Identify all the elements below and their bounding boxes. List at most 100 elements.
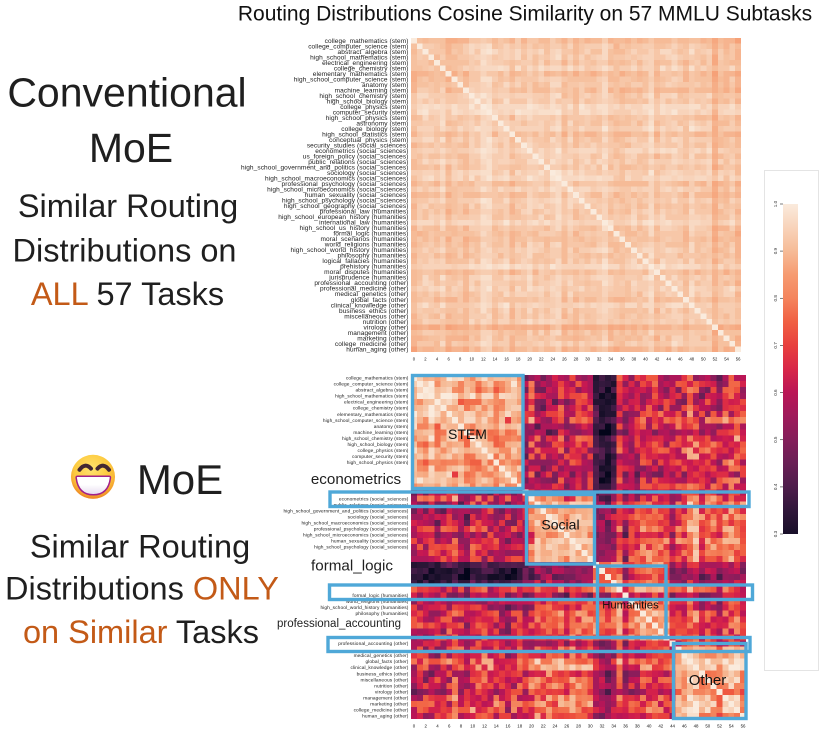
svg-text:30: 30 [588,724,593,729]
svg-text:philosophy (humanities): philosophy (humanities) [338,253,409,260]
svg-text:professional_law (humanities): professional_law (humanities) [320,209,409,216]
svg-text:professional_medicine (other): professional_medicine (other) [320,286,409,293]
svg-text:business_ethics (other): business_ethics (other) [357,671,409,677]
svg-text:econometrics: econometrics [311,471,402,488]
svg-text:high_school_microeconomics (so: high_school_microeconomics (social_scien… [267,187,408,194]
svg-text:professional_psychology (socia: professional_psychology (social_sciences… [282,181,409,188]
svg-text:18: 18 [517,724,522,729]
svg-text:high_school_computer_science (: high_school_computer_science (stem) [294,76,409,83]
svg-text:global_facts (other): global_facts (other) [365,659,408,665]
svg-text:26: 26 [562,357,567,362]
svg-text:econometrics (social_sciences): econometrics (social_sciences) [315,148,408,155]
svg-text:elementary_mathematics (stem): elementary_mathematics (stem) [313,71,409,78]
svg-text:international_law (humanities): international_law (humanities) [319,220,408,227]
svg-text:nutrition (other): nutrition (other) [363,319,409,326]
svg-text:philosophy (humanities): philosophy (humanities) [356,611,409,617]
svg-text:32: 32 [597,357,602,362]
svg-text:38: 38 [632,357,637,362]
svg-text:high_school_chemistry (stem): high_school_chemistry (stem) [342,436,409,442]
svg-text:college_physics (stem): college_physics (stem) [358,448,409,454]
svg-text:college_chemistry (stem): college_chemistry (stem) [334,65,409,72]
svg-text:Distributions on: Distributions on [13,233,237,269]
svg-text:MoE: MoE [137,456,223,503]
svg-text:sociology (social_sciences): sociology (social_sciences) [348,514,409,520]
svg-text:security_studies (social_scien: security_studies (social_sciences) [307,143,409,150]
svg-text:high_school_chemistry (stem): high_school_chemistry (stem) [319,93,408,100]
svg-text:business_ethics (other): business_ethics (other) [339,308,409,315]
svg-text:44: 44 [670,724,675,729]
svg-text:12: 12 [482,724,487,729]
svg-text:0.5: 0.5 [773,436,778,443]
svg-text:formal_logic: formal_logic [311,558,393,575]
svg-text:on Similar Tasks: on Similar Tasks [23,614,259,650]
svg-text:medical_genetics (other): medical_genetics (other) [335,291,409,298]
svg-text:college_mathematics (stem): college_mathematics (stem) [325,38,409,45]
svg-text:52: 52 [713,357,718,362]
svg-text:machine_learning (stem): machine_learning (stem) [353,430,408,436]
svg-text:4: 4 [436,357,439,362]
svg-text:high_school_government_and_pol: high_school_government_and_politics (soc… [283,508,408,514]
svg-text:moral_disputes (humanities): moral_disputes (humanities) [324,269,408,276]
svg-text:high_school_macroeconomics (so: high_school_macroeconomics (social_scien… [265,176,409,183]
svg-text:48: 48 [689,357,694,362]
svg-text:0.7: 0.7 [773,342,778,349]
svg-text:elementary_mathematics (stem): elementary_mathematics (stem) [337,412,409,418]
svg-text:34: 34 [608,357,613,362]
svg-text:Humanities: Humanities [602,600,659,612]
svg-text:abstract_algebra (stem): abstract_algebra (stem) [338,49,409,56]
svg-text:30: 30 [585,357,590,362]
svg-text:54: 54 [724,357,729,362]
svg-text:Social: Social [541,517,579,533]
svg-text:0.8: 0.8 [773,295,778,302]
svg-text:2: 2 [424,724,427,729]
svg-text:high_school_physics (stem): high_school_physics (stem) [326,115,409,122]
svg-text:24: 24 [553,724,558,729]
svg-text:high_school_european_history (: high_school_european_history (humanities… [278,214,408,221]
svg-text:virology (other): virology (other) [364,324,409,331]
svg-text:anatomy (stem): anatomy (stem) [374,424,409,430]
svg-text:global_facts (other): global_facts (other) [351,297,409,304]
svg-text:prehistory (humanities): prehistory (humanities) [340,264,408,271]
svg-text:0: 0 [413,724,416,729]
svg-text:48: 48 [694,724,699,729]
svg-text:marketing (other): marketing (other) [357,335,408,342]
svg-text:formal_logic (humanities): formal_logic (humanities) [333,231,408,238]
svg-text:high_school_psychology (social: high_school_psychology (social_sciences) [314,545,409,551]
svg-text:computer_security (stem): computer_security (stem) [333,109,409,116]
svg-text:4: 4 [436,724,439,729]
svg-text:high_school_macroeconomics (so: high_school_macroeconomics (social_scien… [301,520,408,526]
svg-text:40: 40 [647,724,652,729]
svg-text:logical_fallacies (humanities): logical_fallacies (humanities) [322,258,408,265]
svg-text:0.4: 0.4 [773,483,778,490]
svg-text:high_school_microeconomics (so: high_school_microeconomics (social_scien… [303,532,409,538]
svg-text:0.3: 0.3 [773,530,778,537]
svg-text:marketing (other): marketing (other) [370,701,409,707]
svg-text:college_physics (stem): college_physics (stem) [340,104,408,111]
svg-text:ALL 57 Tasks: ALL 57 Tasks [31,276,224,312]
svg-text:16: 16 [504,357,509,362]
svg-text:clinical_knowledge (other): clinical_knowledge (other) [350,665,408,671]
svg-text:management (other): management (other) [363,695,409,701]
svg-text:high_school_mathematics (stem): high_school_mathematics (stem) [310,54,408,61]
svg-text:MoE: MoE [89,125,173,171]
svg-text:world_religions (humanities): world_religions (humanities) [346,599,409,605]
svg-text:moral_scenarios (humanities): moral_scenarios (humanities) [320,236,408,243]
svg-text:computer_security (stem): computer_security (stem) [352,454,409,460]
svg-text:42: 42 [658,724,663,729]
svg-text:professional_accounting: professional_accounting [277,618,401,630]
svg-text:high_school_physics (stem): high_school_physics (stem) [347,460,409,466]
svg-text:Similar Routing: Similar Routing [18,188,238,224]
svg-text:high_school_mathematics (stem): high_school_mathematics (stem) [335,394,409,400]
svg-text:abstract_algebra (stem): abstract_algebra (stem) [356,388,409,394]
svg-text:high_school_computer_science (: high_school_computer_science (stem) [323,418,409,424]
svg-text:50: 50 [705,724,710,729]
svg-text:college_computer_science (stem: college_computer_science (stem) [334,382,409,388]
svg-text:anatomy (stem): anatomy (stem) [362,82,409,89]
svg-text:8: 8 [459,357,462,362]
svg-text:human_sexuality (social_scienc: human_sexuality (social_sciences) [305,192,409,199]
svg-text:college_computer_science (stem: college_computer_science (stem) [308,43,408,50]
svg-text:formal_logic (humanities): formal_logic (humanities) [352,593,408,599]
svg-text:human_sexuality (social_scienc: human_sexuality (social_sciences) [331,539,409,545]
svg-text:sociology (social_sciences): sociology (social_sciences) [327,170,408,177]
svg-text:18: 18 [516,357,521,362]
